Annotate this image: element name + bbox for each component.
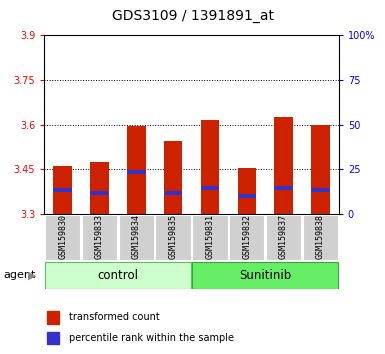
Bar [127, 126, 146, 214]
Bar [229, 215, 264, 260]
Bar [266, 215, 301, 260]
Bar [82, 215, 117, 260]
Bar [54, 166, 72, 214]
Text: transformed count: transformed count [69, 312, 160, 322]
Text: GSM159837: GSM159837 [279, 214, 288, 259]
Bar [238, 168, 256, 214]
Text: GSM159830: GSM159830 [58, 214, 67, 259]
Bar [164, 191, 182, 195]
Text: control: control [97, 269, 138, 282]
Bar [192, 215, 228, 260]
Bar [156, 215, 191, 260]
Bar [54, 188, 72, 192]
Bar [311, 188, 330, 192]
Text: GSM159834: GSM159834 [132, 214, 141, 259]
Bar [192, 262, 338, 289]
Text: GSM159838: GSM159838 [316, 214, 325, 259]
Text: GSM159833: GSM159833 [95, 214, 104, 259]
Bar [311, 125, 330, 214]
Text: ▶: ▶ [28, 270, 37, 280]
Bar [201, 187, 219, 190]
Text: GSM159831: GSM159831 [206, 214, 214, 259]
Text: GSM159832: GSM159832 [242, 214, 251, 259]
Bar [164, 141, 182, 214]
Bar [90, 191, 109, 195]
Bar [47, 311, 59, 324]
Text: GSM159835: GSM159835 [169, 214, 177, 259]
Text: agent: agent [4, 270, 36, 280]
Bar [201, 120, 219, 214]
Bar [90, 162, 109, 214]
Bar [275, 117, 293, 214]
Bar [275, 187, 293, 190]
Bar [127, 170, 146, 174]
Bar [47, 332, 59, 344]
Bar [45, 262, 191, 289]
Bar [45, 215, 80, 260]
Text: GDS3109 / 1391891_at: GDS3109 / 1391891_at [112, 9, 273, 23]
Text: percentile rank within the sample: percentile rank within the sample [69, 333, 234, 343]
Text: Sunitinib: Sunitinib [239, 269, 291, 282]
Bar [303, 215, 338, 260]
Bar [119, 215, 154, 260]
Bar [238, 194, 256, 198]
